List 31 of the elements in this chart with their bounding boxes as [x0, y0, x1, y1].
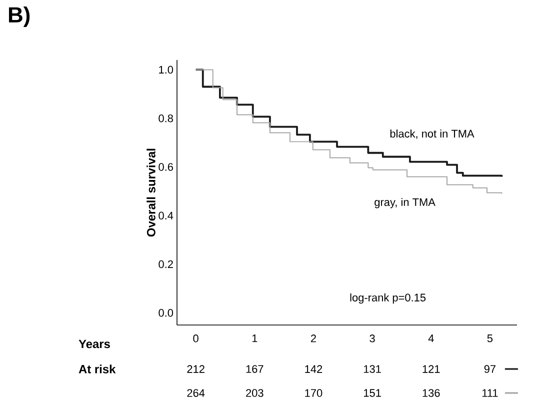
text: 151: [364, 389, 381, 397]
text: 167: [246, 365, 264, 373]
text: 203: [246, 389, 264, 397]
text: 97: [484, 365, 496, 373]
text: 131: [364, 365, 381, 373]
series-label: black, not in TMA: [390, 130, 474, 139]
y-tick-label: 0.4: [158, 212, 174, 220]
x-tick-label: 4: [428, 334, 434, 342]
text: 170: [305, 389, 322, 397]
text: At risk: [78, 364, 116, 374]
y-axis-title: Overall survival: [146, 148, 156, 237]
x-tick-label: 2: [310, 334, 316, 342]
y-tick-label: 1.0: [159, 66, 174, 74]
y-tick-label: 0.0: [158, 308, 174, 317]
x-tick-label: 5: [487, 334, 493, 342]
text: 212: [187, 365, 204, 373]
text: 264: [187, 389, 205, 397]
x-axis-title: Years: [78, 340, 110, 348]
text: 142: [305, 365, 322, 373]
x-tick-label: 0: [193, 334, 198, 342]
chart-title: B): [8, 6, 30, 27]
text: 136: [422, 389, 440, 397]
text: 111: [482, 389, 498, 397]
y-tick-label: 0.8: [158, 114, 173, 122]
x-tick-label: 1: [252, 334, 258, 342]
annotation: log-rank p=0.15: [350, 293, 426, 304]
x-tick-label: 3: [370, 334, 375, 342]
text: 121: [422, 365, 440, 373]
y-tick-label: 0.6: [158, 163, 173, 171]
series-label: gray, in TMA: [374, 198, 436, 208]
y-tick-label: 0.2: [158, 260, 173, 268]
